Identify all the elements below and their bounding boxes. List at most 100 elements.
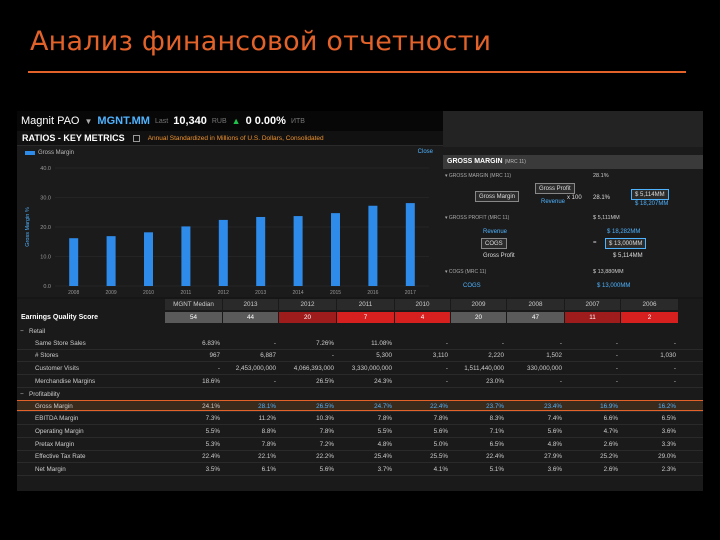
currency-label: ИТВ — [290, 117, 305, 125]
collapse-icon[interactable]: − — [20, 328, 24, 335]
value-cell: 18.6% — [202, 377, 220, 385]
section-title: RATIOS - KEY METRICS — [22, 133, 125, 143]
row-divider — [17, 475, 703, 477]
value-cell: 4.8% — [547, 440, 562, 448]
column-header[interactable]: 2012 — [279, 299, 337, 310]
value-cell: 6.5% — [489, 440, 504, 448]
value-cell: 5.3% — [205, 440, 220, 448]
table-row[interactable]: EBITDA Margin 7.3% 11.2% 10.3% 7.8% 7.8% 8.3% 7… — [17, 413, 703, 424]
value-cell: 3.7% — [377, 466, 392, 474]
rate-label: RUB — [211, 117, 227, 125]
gross-profit-label[interactable]: Gross Profit — [483, 253, 515, 259]
value-cell: 5.6% — [547, 427, 562, 435]
ticker-symbol[interactable]: MGNT.MM — [97, 115, 150, 127]
right-panel-toolbar — [443, 111, 703, 147]
gross-profit-value2: $ 5,114MM — [613, 253, 643, 259]
revenue2-label[interactable]: Revenue — [483, 229, 508, 235]
value-cell: 5.5% — [377, 427, 392, 435]
value-cell: 23.7% — [486, 403, 504, 411]
value-cell: 7.3% — [205, 415, 220, 422]
chevron-down-icon[interactable]: ▼ — [84, 116, 93, 126]
column-header[interactable]: 2013 — [223, 299, 279, 310]
column-header[interactable]: 2011 — [337, 299, 395, 310]
row-label: Customer Visits — [35, 365, 79, 373]
table-row[interactable]: Net Margin 3.5% 6.1% 5.6% 3.7% 4.1% 5.1% 3.6% 2.… — [17, 464, 703, 475]
value-cell: 3.6% — [661, 427, 676, 435]
gross-profit-box[interactable]: Gross Profit — [535, 183, 575, 194]
operator-multiply: x 100 — [567, 195, 582, 201]
company-name[interactable]: Magnit PAO — [21, 115, 80, 127]
section-gross-margin[interactable]: ▾ GROSS MARGIN (MRC 11) — [445, 173, 512, 179]
table-row[interactable]: Gross Margin 24.1% 28.1% 26.5% 24.7% 22.4% 23.… — [17, 400, 703, 412]
x-tick-label: 2013 — [255, 290, 266, 296]
value-cell: 25.5% — [430, 453, 448, 461]
section-gross-profit[interactable]: ▾ GROSS PROFIT (MRC 11) — [445, 215, 510, 221]
metric-detail-panel: GROSS MARGIN (MRC 11) ▾ GROSS MARGIN (MR… — [443, 111, 703, 297]
value-cell: - — [615, 365, 618, 373]
column-header[interactable]: 2010 — [395, 299, 451, 310]
collapse-toggle[interactable] — [132, 134, 140, 142]
column-header[interactable]: MGNT Median — [165, 299, 223, 310]
x-tick-label: 2014 — [293, 290, 304, 296]
score-label: Earnings Quality Score — [21, 314, 99, 321]
value-cell: 5.1% — [489, 466, 504, 474]
operator-equals: = — [593, 240, 597, 246]
title-rule — [28, 71, 686, 73]
revenue-label[interactable]: Revenue — [541, 199, 566, 205]
row-divider — [17, 386, 703, 388]
collapse-icon[interactable]: − — [20, 390, 24, 398]
value-cell: 24.7% — [374, 403, 392, 411]
value-cell: 967 — [209, 352, 220, 360]
table-row[interactable]: Same Store Sales 6.83% - 7.26% 11.08% - - - - - — [17, 338, 703, 349]
value-cell: 7.1% — [489, 427, 504, 435]
row-divider — [17, 424, 703, 425]
close-button[interactable]: Close — [417, 149, 433, 155]
x-tick-label: 2016 — [367, 290, 378, 296]
cogs2-label[interactable]: COGS — [463, 283, 481, 289]
y-tick-label: 30.0 — [40, 196, 51, 202]
cogs-box[interactable]: COGS — [481, 238, 507, 249]
value-cell: 4,066,393,000 — [293, 365, 334, 373]
value-cell: 11.08% — [371, 339, 392, 347]
gross-margin-chart: 40.0 30.0 20.0 10.0 0.0 Gross Margin % 2008 200… — [25, 166, 429, 296]
row-label: Gross Margin — [35, 403, 73, 411]
section-gross-profit-value: $ 5,111MM — [593, 215, 620, 221]
cogs2-value: $ 13,000MM — [597, 283, 631, 289]
bar — [106, 236, 116, 286]
value-cell: 3.6% — [547, 466, 562, 474]
table-row[interactable]: Merchandise Margins 18.6% - 26.5% 24.3% - 23.0… — [17, 376, 703, 387]
value-cell: 25.4% — [374, 453, 392, 461]
table-row[interactable]: Operating Margin 5.5% 8.8% 7.8% 5.5% 5.6% 7.1%… — [17, 426, 703, 437]
value-cell: 3,330,000,000 — [351, 365, 392, 373]
table-row[interactable]: Pretax Margin 5.3% 7.8% 7.2% 4.8% 5.0% 6.5% 4.8… — [17, 439, 703, 450]
value-cell: 1,502 — [546, 352, 562, 360]
table-row[interactable]: Effective Tax Rate 22.4% 22.1% 22.2% 25.4% 25… — [17, 451, 703, 462]
column-header[interactable]: 2009 — [451, 299, 507, 310]
section-cogs[interactable]: ▾ COGS (MRC 11) — [445, 269, 487, 275]
data-note: Annual Standardized in Millions of U.S. … — [147, 134, 324, 142]
column-header[interactable]: 2007 — [565, 299, 621, 310]
metric-title-small: (MRC 11) — [504, 159, 526, 165]
section-row[interactable]: − Retail — [17, 326, 703, 337]
value-cell: 22.1% — [258, 453, 276, 461]
value-cell: - — [445, 365, 448, 373]
row-label: Effective Tax Rate — [35, 453, 86, 461]
section-row[interactable]: − Profitability — [17, 389, 703, 400]
score-cell: 2 — [621, 312, 679, 323]
terminal-screenshot: Magnit PAO ▼ MGNT.MM Last 10,340 RUB ▲ 0… — [17, 111, 703, 491]
score-cell: 47 — [507, 312, 565, 323]
quote-header: Magnit PAO ▼ MGNT.MM Last 10,340 RUB ▲ 0… — [17, 111, 489, 131]
value-cell: 4.8% — [377, 440, 392, 448]
column-header[interactable]: 2006 — [621, 299, 679, 310]
value-cell: 8.8% — [261, 427, 276, 435]
gross-margin-box[interactable]: Gross Margin — [475, 191, 520, 202]
column-header[interactable]: 2008 — [507, 299, 565, 310]
y-tick-label: 20.0 — [40, 225, 51, 231]
value-cell: 22.4% — [202, 453, 220, 461]
bar — [405, 203, 415, 286]
score-cell: 54 — [165, 312, 223, 323]
metric-title: GROSS MARGIN (MRC 11) — [443, 155, 703, 169]
table-row[interactable]: # Stores 967 6,887 - 5,300 3,110 2,220 1,502 - 1,… — [17, 350, 703, 361]
table-row[interactable]: Customer Visits - 2,453,000,000 4,066,393,0… — [17, 363, 703, 374]
x-tick-label: 2009 — [106, 290, 117, 296]
